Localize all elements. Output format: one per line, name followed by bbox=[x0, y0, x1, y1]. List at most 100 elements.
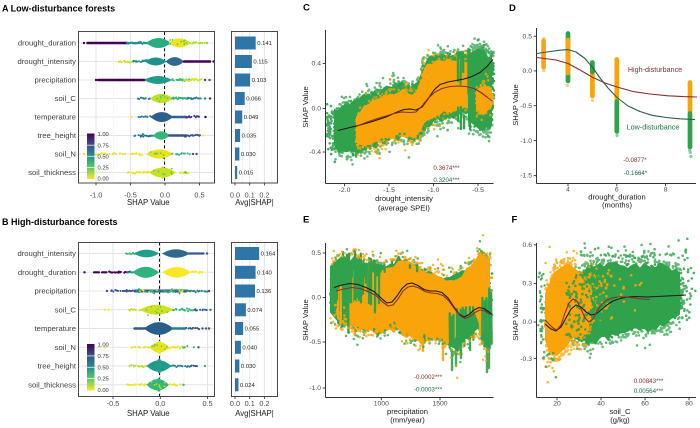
svg-text:0.50: 0.50 bbox=[98, 365, 109, 371]
svg-text:precipitation: precipitation bbox=[35, 287, 76, 296]
svg-text:-0.0877*: -0.0877* bbox=[623, 157, 647, 164]
svg-text:0.1: 0.1 bbox=[245, 190, 255, 199]
svg-text:0.00: 0.00 bbox=[98, 388, 109, 394]
svg-text:0.2: 0.2 bbox=[259, 399, 269, 408]
svg-text:0.1: 0.1 bbox=[245, 399, 255, 408]
svg-text:Avg|SHAP|: Avg|SHAP| bbox=[235, 409, 274, 418]
svg-text:0.115: 0.115 bbox=[253, 60, 268, 66]
svg-text:(average SPEI): (average SPEI) bbox=[378, 204, 430, 213]
svg-text:soil_C: soil_C bbox=[609, 407, 631, 416]
svg-text:0.030: 0.030 bbox=[241, 152, 256, 158]
svg-text:soil_thickness: soil_thickness bbox=[28, 168, 76, 177]
svg-text:0.75: 0.75 bbox=[98, 143, 109, 149]
svg-text:0.0: 0.0 bbox=[312, 295, 322, 302]
svg-text:0.0: 0.0 bbox=[312, 106, 322, 113]
svg-text:-1.5: -1.5 bbox=[383, 187, 395, 194]
svg-text:6: 6 bbox=[615, 186, 619, 193]
svg-text:drought_duration: drought_duration bbox=[18, 268, 76, 277]
svg-text:precipitation: precipitation bbox=[387, 407, 428, 416]
svg-text:0.00: 0.00 bbox=[98, 177, 109, 183]
svg-text:0.136: 0.136 bbox=[256, 289, 271, 295]
svg-text:SHAP Value: SHAP Value bbox=[127, 198, 170, 207]
svg-text:-1.0: -1.0 bbox=[309, 385, 321, 392]
svg-text:soil_C: soil_C bbox=[55, 305, 77, 314]
svg-text:0.75: 0.75 bbox=[98, 354, 109, 360]
svg-text:0.140: 0.140 bbox=[257, 271, 272, 277]
svg-text:-0.1664*: -0.1664* bbox=[624, 170, 648, 177]
svg-text:soil_N: soil_N bbox=[55, 343, 76, 352]
svg-text:Avg|SHAP|: Avg|SHAP| bbox=[235, 198, 274, 207]
svg-text:0.0: 0.0 bbox=[230, 190, 240, 199]
svg-text:0.0: 0.0 bbox=[523, 68, 533, 75]
svg-text:-0.5: -0.5 bbox=[124, 190, 137, 199]
svg-text:drought_duration: drought_duration bbox=[588, 193, 645, 202]
svg-text:0.3674***: 0.3674*** bbox=[433, 165, 460, 172]
svg-text:drought_intensity: drought_intensity bbox=[17, 57, 76, 66]
svg-text:(mm/year): (mm/year) bbox=[390, 415, 425, 424]
svg-text:0.0: 0.0 bbox=[155, 399, 165, 408]
svg-text:0.00564***: 0.00564*** bbox=[634, 388, 664, 395]
svg-text:-1.0: -1.0 bbox=[428, 187, 440, 194]
svg-text:0.030: 0.030 bbox=[241, 364, 256, 370]
svg-text:-0.0003***: -0.0003*** bbox=[414, 387, 443, 394]
svg-text:drought_intensity: drought_intensity bbox=[375, 194, 433, 203]
svg-text:1.00: 1.00 bbox=[98, 132, 109, 138]
svg-text:0.040: 0.040 bbox=[242, 346, 257, 352]
svg-text:0.015: 0.015 bbox=[239, 171, 254, 177]
svg-text:(months): (months) bbox=[602, 201, 632, 210]
svg-text:F: F bbox=[512, 215, 518, 226]
svg-text:High-disturbance: High-disturbance bbox=[628, 65, 682, 74]
svg-text:4: 4 bbox=[566, 186, 570, 193]
svg-text:SHAP Value: SHAP Value bbox=[301, 299, 310, 341]
svg-text:20: 20 bbox=[553, 401, 561, 408]
svg-text:E: E bbox=[303, 215, 309, 226]
svg-text:0.5: 0.5 bbox=[312, 250, 322, 257]
svg-text:SHAP Value: SHAP Value bbox=[127, 409, 170, 418]
svg-text:drought_duration: drought_duration bbox=[18, 39, 76, 48]
svg-text:0.3: 0.3 bbox=[523, 281, 533, 288]
svg-text:80: 80 bbox=[685, 401, 693, 408]
svg-text:0.049: 0.049 bbox=[244, 115, 259, 121]
svg-text:(g/kg): (g/kg) bbox=[610, 415, 630, 424]
svg-text:soil_thickness: soil_thickness bbox=[28, 380, 76, 389]
svg-text:SHAP Value: SHAP Value bbox=[511, 84, 520, 126]
svg-text:0.5: 0.5 bbox=[523, 33, 533, 40]
svg-text:-0.5: -0.5 bbox=[107, 399, 120, 408]
svg-text:60: 60 bbox=[641, 401, 649, 408]
svg-text:temperature: temperature bbox=[35, 324, 76, 333]
svg-text:-0.5: -0.5 bbox=[520, 103, 532, 110]
svg-text:0.6: 0.6 bbox=[523, 242, 533, 249]
svg-text:1000: 1000 bbox=[374, 401, 389, 408]
svg-text:0.25: 0.25 bbox=[98, 165, 109, 171]
svg-text:1.00: 1.00 bbox=[98, 343, 109, 349]
svg-text:-0.5: -0.5 bbox=[309, 339, 321, 346]
svg-text:0.50: 0.50 bbox=[98, 154, 109, 160]
svg-text:drought_intensity: drought_intensity bbox=[17, 249, 76, 258]
svg-text:0.5: 0.5 bbox=[202, 399, 212, 408]
svg-text:-1.5: -1.5 bbox=[520, 173, 532, 180]
svg-text:0.024: 0.024 bbox=[240, 383, 255, 389]
svg-text:1500: 1500 bbox=[432, 401, 447, 408]
svg-text:8: 8 bbox=[664, 186, 668, 193]
svg-text:tree_height: tree_height bbox=[38, 131, 77, 140]
svg-text:0.4: 0.4 bbox=[312, 61, 322, 68]
svg-text:precipitation: precipitation bbox=[35, 76, 76, 85]
svg-text:0.00843***: 0.00843*** bbox=[634, 378, 664, 385]
svg-text:SHAP Value: SHAP Value bbox=[301, 86, 310, 128]
svg-text:-0.4: -0.4 bbox=[309, 149, 321, 156]
svg-text:-2.0: -2.0 bbox=[339, 187, 351, 194]
svg-text:0.055: 0.055 bbox=[245, 327, 260, 333]
svg-text:0.0: 0.0 bbox=[523, 319, 533, 326]
svg-text:0.5: 0.5 bbox=[194, 190, 204, 199]
svg-text:0.164: 0.164 bbox=[261, 252, 276, 258]
svg-text:-1.0: -1.0 bbox=[520, 138, 532, 145]
svg-text:0.141: 0.141 bbox=[257, 41, 272, 47]
svg-text:SHAP Value: SHAP Value bbox=[511, 299, 520, 341]
svg-text:0.2: 0.2 bbox=[259, 190, 269, 199]
svg-text:0.074: 0.074 bbox=[247, 308, 262, 314]
svg-text:D: D bbox=[509, 3, 516, 14]
svg-text:soil_N: soil_N bbox=[55, 150, 76, 159]
svg-text:0.0: 0.0 bbox=[230, 399, 240, 408]
svg-text:B High-disturbance forests: B High-disturbance forests bbox=[2, 217, 118, 227]
svg-text:temperature: temperature bbox=[35, 113, 76, 122]
